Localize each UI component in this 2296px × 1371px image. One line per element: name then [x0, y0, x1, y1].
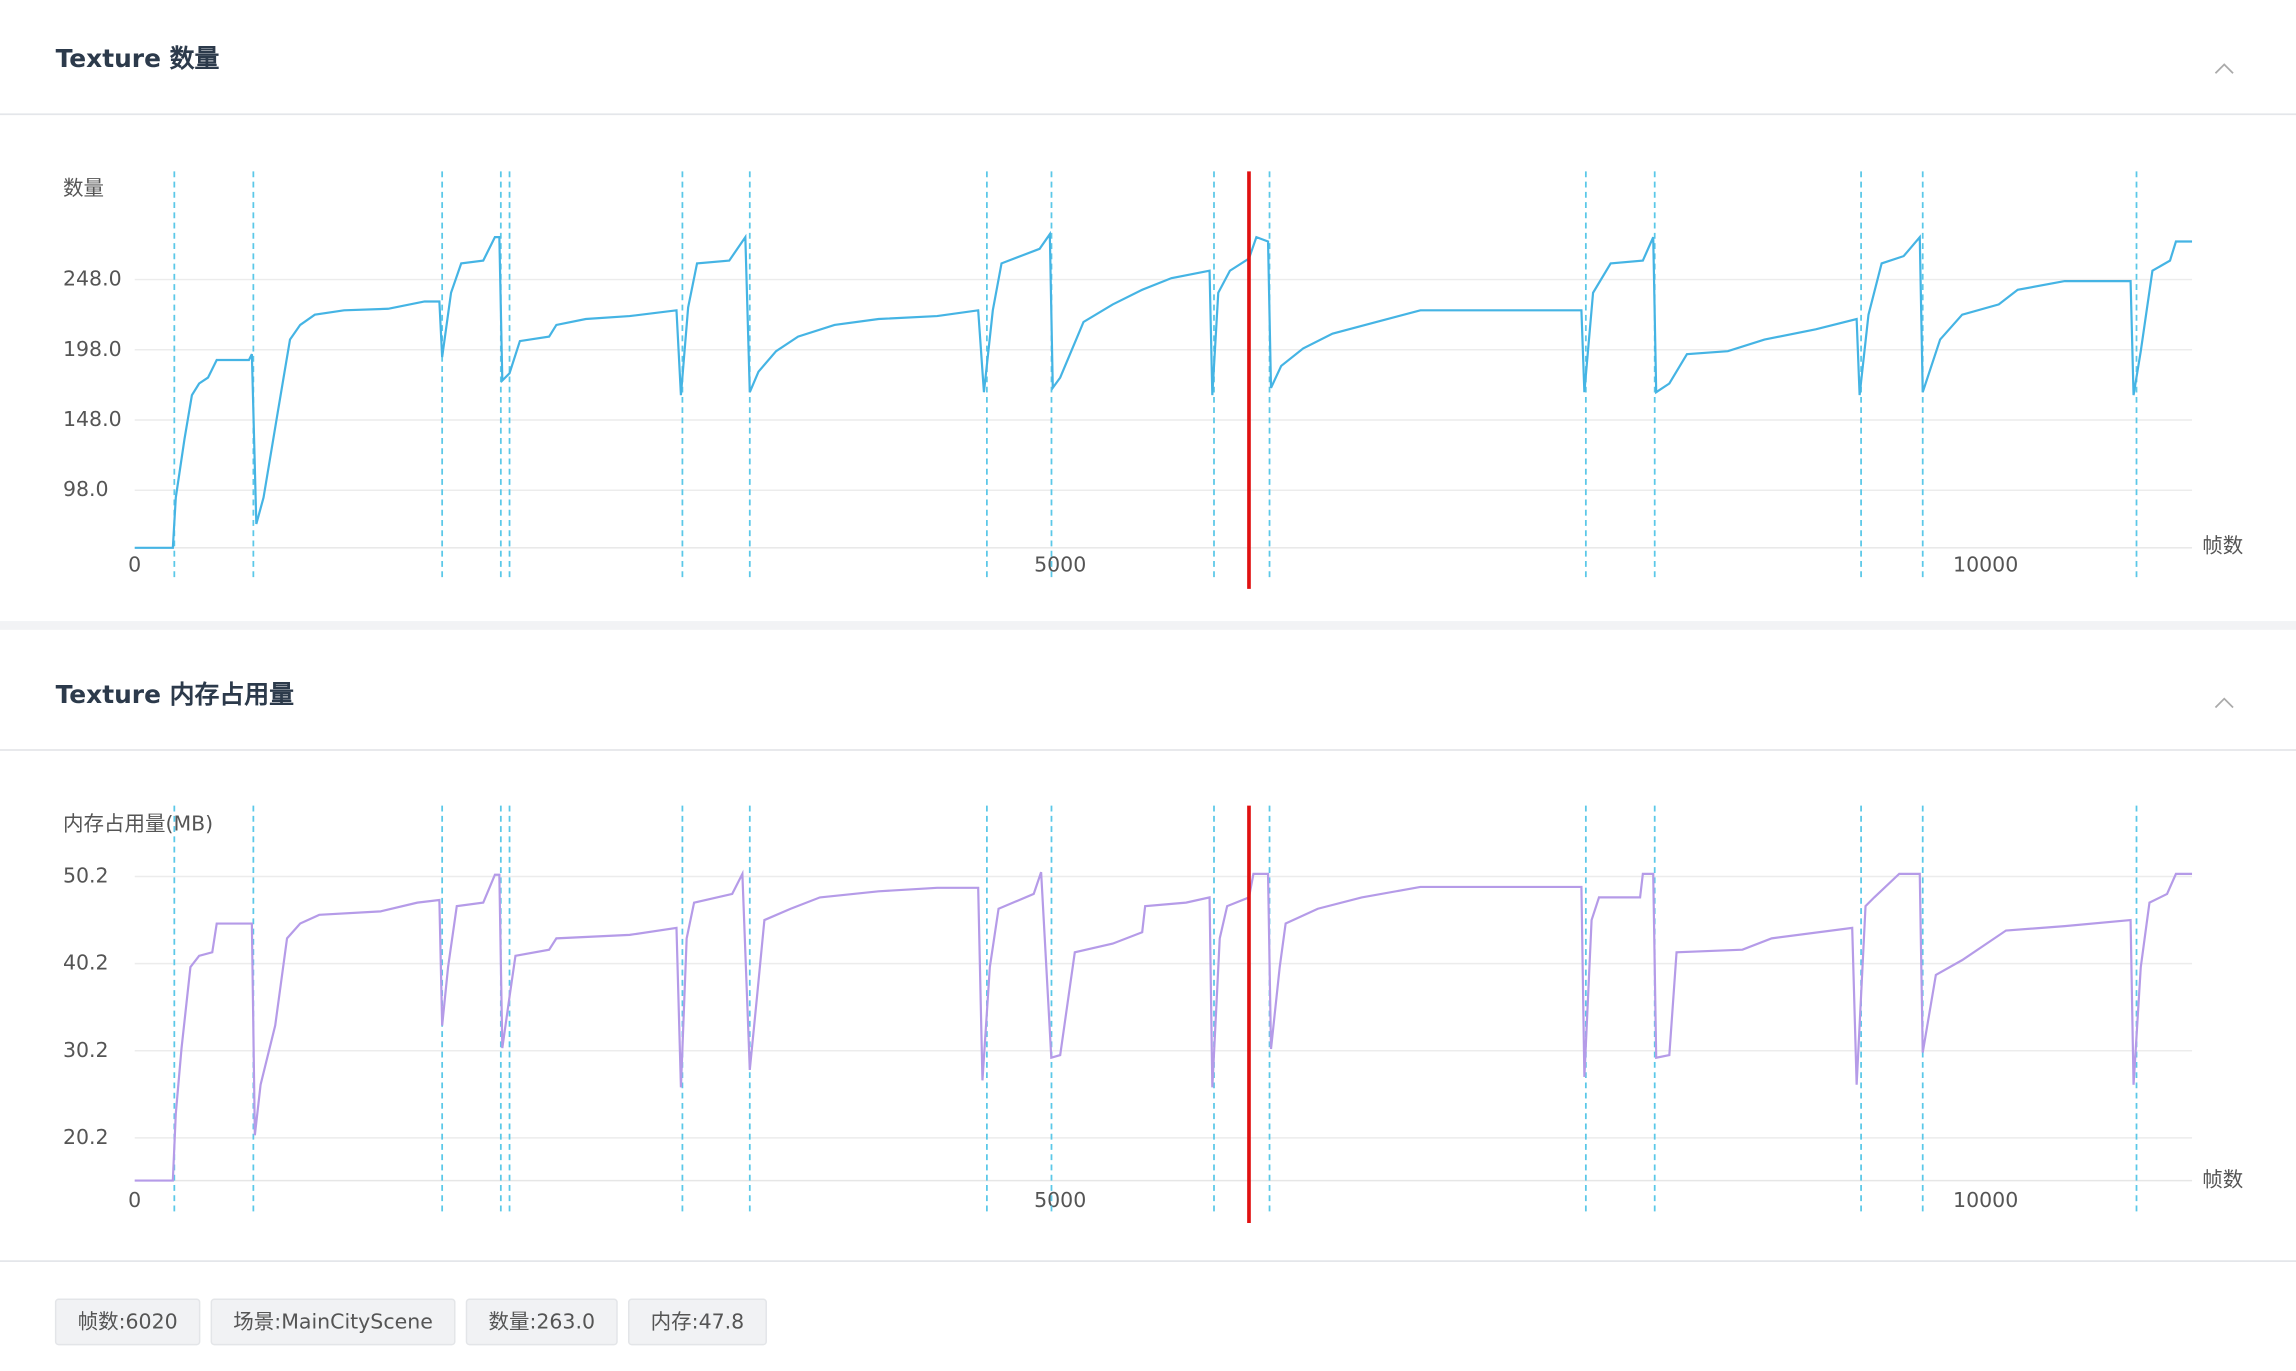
panel-title: Texture 数量 [56, 44, 220, 73]
y-tick-label: 20.2 [63, 1125, 109, 1149]
y-tick-label: 50.2 [63, 863, 109, 887]
status-chip [465, 1298, 618, 1346]
collapse-toggle[interactable] [2214, 697, 2234, 709]
status-chip-label: 内存:47.8 [651, 1310, 745, 1334]
status-chip [54, 1298, 201, 1346]
panel-title: Texture 内存占用量 [56, 680, 294, 709]
data-line [134, 869, 2193, 1182]
y-tick-label: 98.0 [63, 477, 109, 501]
status-chip-label: 场景:MainCityScene [233, 1310, 433, 1334]
y-tick-label: 40.2 [63, 951, 109, 975]
y-tick-label: 248.0 [63, 267, 122, 291]
y-tick-label: 30.2 [63, 1038, 109, 1062]
x-tick-label: 0 [128, 1188, 141, 1212]
status-chip-label: 数量:263.0 [488, 1310, 595, 1334]
status-chip-label: 帧数:6020 [78, 1310, 178, 1334]
data-line [134, 230, 2193, 549]
x-tick-label: 5000 [1034, 1188, 1086, 1212]
x-axis-title: 帧数 [2202, 1168, 2243, 1192]
x-tick-label: 0 [128, 552, 141, 576]
x-tick-label: 10000 [1953, 552, 2018, 576]
status-chip [627, 1298, 767, 1346]
collapse-toggle[interactable] [2214, 63, 2234, 74]
y-axis-title: 内存占用量(MB) [63, 812, 213, 836]
x-tick-label: 10000 [1953, 1188, 2018, 1212]
status-chip [210, 1298, 456, 1346]
y-axis-title: 数量 [63, 176, 104, 200]
panel-gap [0, 621, 2296, 630]
y-tick-label: 148.0 [63, 407, 122, 431]
y-tick-label: 198.0 [63, 337, 122, 361]
x-tick-label: 5000 [1034, 552, 1086, 576]
x-axis-title: 帧数 [2202, 533, 2243, 557]
